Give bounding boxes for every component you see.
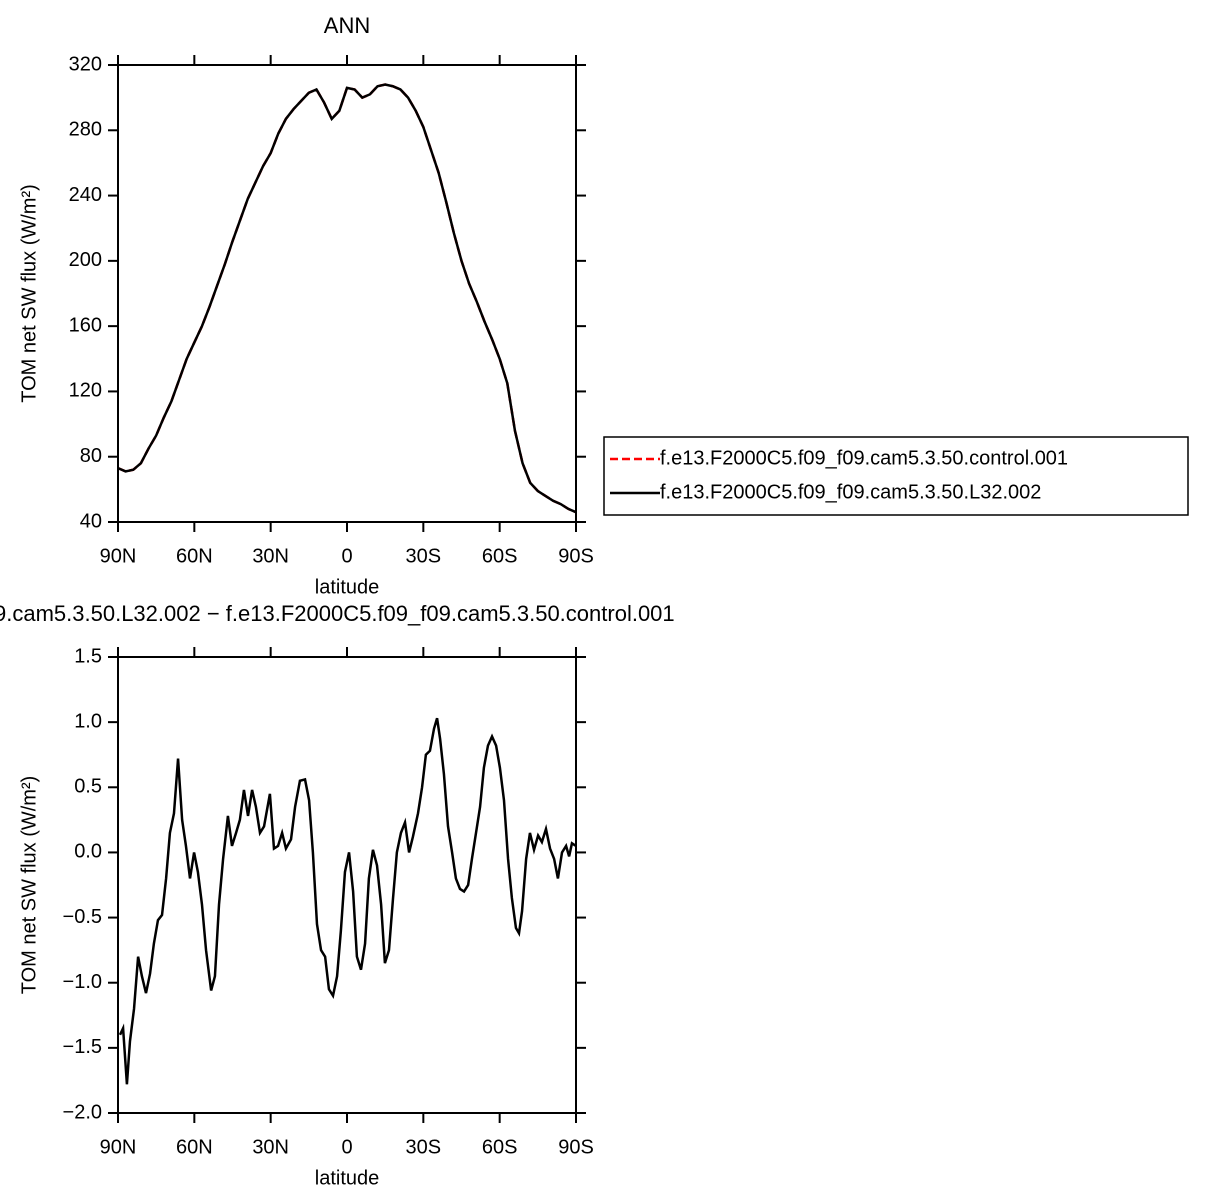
y-tick-label: 80 [80, 445, 102, 467]
y-tick-label: 1.5 [74, 645, 102, 667]
x-tick-label: 60N [176, 545, 213, 567]
y-tick-label: −1.0 [63, 971, 102, 993]
data-line [117, 83, 577, 514]
x-tick-label: 90S [558, 545, 594, 567]
plot-frame [117, 64, 577, 523]
y-tick-label: 1.0 [74, 710, 102, 732]
x-tick-label: 30S [406, 545, 442, 567]
y-tick-label: 0.5 [74, 776, 102, 798]
x-tick-label: 30N [252, 1136, 289, 1158]
x-tick-label: 30S [406, 1136, 442, 1158]
legend-label: f.e13.F2000C5.f09_f09.cam5.3.50.control.… [660, 447, 1068, 469]
y-axis-label: TOM net SW flux (W/m²) [18, 184, 40, 403]
y-tick-label: 160 [69, 314, 102, 336]
data-line [117, 83, 577, 514]
x-axis-label: latitude [315, 576, 380, 598]
x-tick-label: 90N [100, 1136, 137, 1158]
y-tick-label: −0.5 [63, 906, 102, 928]
x-tick-label: 60S [482, 1136, 518, 1158]
y-tick-label: 0.0 [74, 841, 102, 863]
y-tick-label: 120 [69, 380, 102, 402]
x-tick-label: 90S [558, 1136, 594, 1158]
x-tick-label: 60S [482, 545, 518, 567]
y-tick-label: −2.0 [63, 1101, 102, 1123]
y-tick-label: 280 [69, 119, 102, 141]
y-tick-label: 240 [69, 184, 102, 206]
x-tick-label: 0 [341, 545, 352, 567]
plot-frame [117, 656, 577, 1114]
x-axis-label: latitude [315, 1167, 380, 1189]
data-line [118, 717, 577, 1085]
chart-title: 9.cam5.3.50.L32.002 − f.e13.F2000C5.f09_… [0, 601, 675, 626]
y-axis-label: TOM net SW flux (W/m²) [18, 776, 40, 995]
x-tick-label: 90N [100, 545, 137, 567]
y-tick-label: −1.5 [63, 1036, 102, 1058]
x-tick-label: 60N [176, 1136, 213, 1158]
y-tick-label: 40 [80, 510, 102, 532]
chart-title: ANN [324, 13, 370, 38]
y-tick-label: 320 [69, 53, 102, 75]
x-tick-label: 0 [341, 1136, 352, 1158]
y-tick-label: 200 [69, 249, 102, 271]
x-tick-label: 30N [252, 545, 289, 567]
legend-label: f.e13.F2000C5.f09_f09.cam5.3.50.L32.002 [660, 481, 1041, 503]
legend-box [603, 436, 1189, 516]
